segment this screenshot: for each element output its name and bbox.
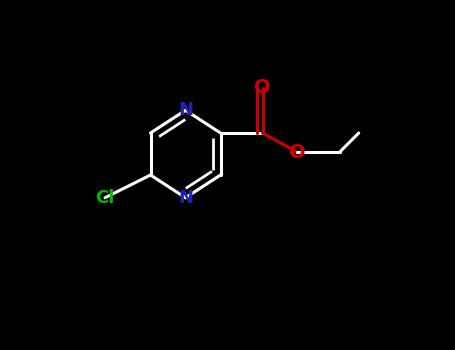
Text: N: N — [178, 189, 193, 207]
Text: Cl: Cl — [95, 189, 115, 207]
Text: O: O — [254, 78, 271, 97]
Text: O: O — [289, 143, 306, 162]
Text: N: N — [178, 101, 193, 119]
